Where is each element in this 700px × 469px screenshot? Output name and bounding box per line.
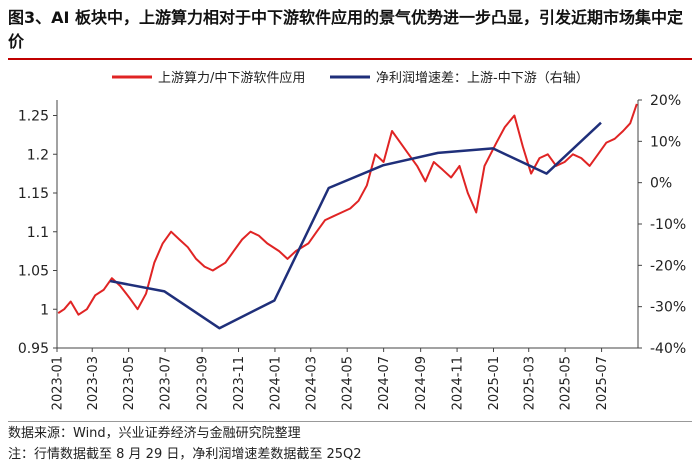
x-tick-label: 2023-05 bbox=[122, 356, 137, 410]
x-tick-label: 2024-01 bbox=[268, 356, 283, 410]
left-tick-label: 0.95 bbox=[18, 341, 49, 357]
right-tick-label: -30% bbox=[650, 300, 686, 316]
series-line-growth-diff bbox=[109, 121, 602, 330]
x-tick-label: 2024-03 bbox=[304, 356, 319, 410]
right-tick-label: -20% bbox=[650, 258, 686, 274]
x-tick-label: 2025-07 bbox=[595, 356, 610, 410]
x-tick-label: 2025-05 bbox=[559, 356, 574, 410]
chart-title: 图3、AI 板块中，上游算力相对于中下游软件应用的景气优势进一步凸显，引发近期市… bbox=[8, 8, 684, 51]
right-tick-label: 0% bbox=[650, 176, 672, 192]
chart: 上游算力/中下游软件应用 净利润增速差：上游-中下游（右轴） 0.95 1 1.05 1… bbox=[18, 70, 686, 410]
data-note: 注：行情数据截至 8 月 29 日，净利润增速差数据截至 25Q2 bbox=[8, 447, 362, 462]
x-tick-label: 2023-03 bbox=[86, 356, 101, 410]
right-tick-label: -10% bbox=[650, 217, 686, 233]
x-tick-label: 2024-09 bbox=[414, 356, 429, 410]
left-tick-label: 1.2 bbox=[27, 147, 49, 163]
x-tick-label: 2024-07 bbox=[377, 356, 392, 410]
x-tick-label: 2025-03 bbox=[522, 356, 537, 410]
left-tick-label: 1.05 bbox=[18, 264, 49, 280]
right-tick-label: 20% bbox=[650, 93, 681, 109]
left-tick-label: 1.15 bbox=[18, 186, 49, 202]
left-tick-label: 1.25 bbox=[18, 109, 49, 125]
notes-rule bbox=[8, 421, 692, 422]
x-tick-label: 2024-05 bbox=[341, 356, 356, 410]
x-axis: 2023-01 2023-03 2023-05 2023-07 2023-09 2023-… bbox=[51, 347, 638, 410]
right-axis: -40% -30% -20% -10% 0% 10% 20% bbox=[637, 93, 686, 357]
left-tick-label: 1.1 bbox=[27, 225, 49, 241]
title-rule bbox=[8, 58, 692, 60]
legend-item-growth-diff: 净利润增速差：上游-中下游（右轴） bbox=[330, 71, 589, 86]
left-axis: 0.95 1 1.05 1.1 1.15 1.2 1.25 bbox=[18, 100, 58, 357]
x-tick-label: 2023-09 bbox=[196, 356, 211, 410]
x-tick-label: 2023-11 bbox=[232, 356, 247, 410]
series-line-ratio bbox=[57, 103, 638, 316]
x-tick-label: 2025-01 bbox=[487, 356, 502, 410]
series-layer bbox=[57, 103, 638, 330]
legend-label: 上游算力/中下游软件应用 bbox=[158, 70, 305, 86]
source-note: 数据来源：Wind，兴业证券经济与金融研究院整理 bbox=[8, 426, 301, 441]
legend-label: 净利润增速差：上游-中下游（右轴） bbox=[376, 71, 589, 86]
x-tick-label: 2024-11 bbox=[451, 356, 466, 410]
right-tick-label: 10% bbox=[650, 134, 681, 150]
legend-item-ratio: 上游算力/中下游软件应用 bbox=[112, 70, 305, 86]
left-tick-label: 1 bbox=[40, 302, 49, 318]
legend: 上游算力/中下游软件应用 净利润增速差：上游-中下游（右轴） bbox=[112, 70, 589, 86]
notes: 数据来源：Wind，兴业证券经济与金融研究院整理 注：行情数据截至 8 月 29… bbox=[8, 423, 692, 465]
x-tick-label: 2023-01 bbox=[51, 356, 66, 410]
x-tick-label: 2023-07 bbox=[159, 356, 174, 410]
right-tick-label: -40% bbox=[650, 341, 686, 357]
